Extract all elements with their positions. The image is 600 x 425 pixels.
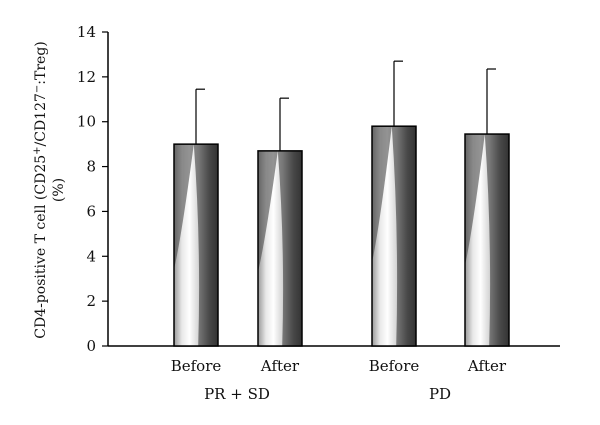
- bar-label: Before: [369, 357, 420, 375]
- bars: [173, 60, 510, 347]
- group-label: PR + SD: [204, 385, 270, 403]
- y-tick-label: 6: [86, 202, 96, 220]
- bar-label: Before: [171, 357, 222, 375]
- y-axis-label-unit: (%): [51, 178, 67, 202]
- y-axis-label: CD4-positive T cell (CD25+/CD127−:Treg): [32, 41, 50, 339]
- bar-shading: [391, 126, 416, 346]
- y-tick-label: 10: [77, 113, 96, 131]
- bar-shading: [465, 134, 485, 266]
- y-tick-label: 4: [86, 247, 96, 265]
- y-tick-label: 8: [86, 158, 96, 176]
- bar-shading: [258, 150, 278, 272]
- bar-shading: [372, 126, 392, 263]
- y-tick-label: 14: [77, 23, 96, 41]
- bar-label: After: [467, 357, 507, 375]
- y-tick-label: 2: [86, 292, 96, 310]
- y-axis-label-sup1: +: [32, 146, 43, 154]
- bar-shading: [484, 134, 509, 346]
- y-axis-label-main: CD4-positive T cell (CD25: [33, 155, 49, 339]
- y-tick-label: 12: [77, 68, 96, 86]
- bar-shading: [193, 144, 218, 346]
- y-axis-label-mid: /CD127: [33, 93, 49, 146]
- group-label: PD: [429, 385, 451, 403]
- y-tick-label: 0: [86, 337, 96, 355]
- category-labels: Before After PR + SD Before After PD: [171, 357, 507, 403]
- bar-label: After: [260, 357, 300, 375]
- y-axis-label-sup2: −: [32, 85, 43, 93]
- bar-shading: [174, 144, 194, 270]
- y-axis-label-end: :Treg): [33, 41, 49, 84]
- bar-shading: [277, 150, 302, 346]
